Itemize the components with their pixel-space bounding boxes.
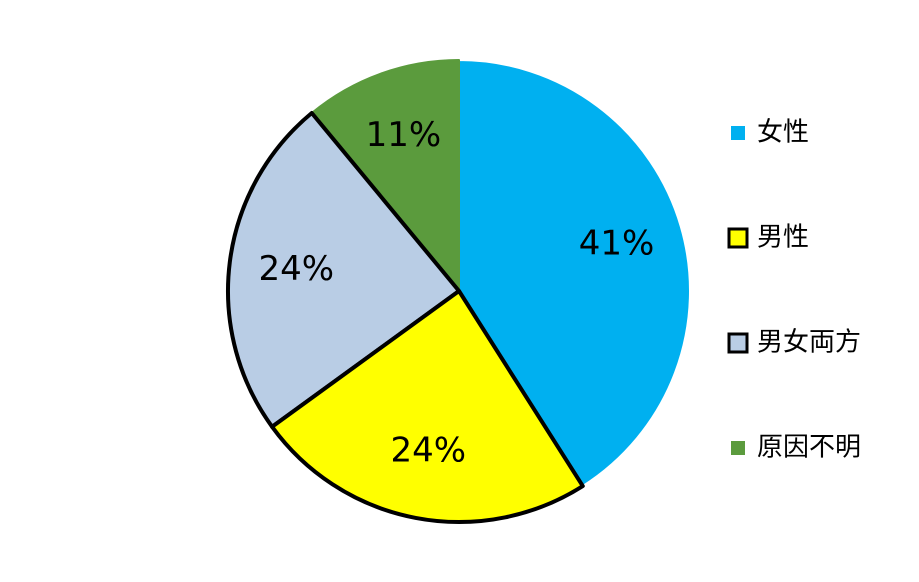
pie-slice bbox=[270, 289, 585, 524]
legend-label: 女性 bbox=[757, 118, 809, 148]
legend-marker bbox=[727, 227, 749, 249]
legend-marker bbox=[727, 332, 749, 354]
data-label: 41% bbox=[579, 224, 655, 264]
legend-label: 男性 bbox=[757, 223, 809, 253]
data-label: 24% bbox=[390, 431, 466, 471]
legend-marker bbox=[731, 126, 745, 140]
legend-label: 男女両方 bbox=[757, 328, 861, 358]
pie-slice bbox=[226, 111, 461, 429]
pie-slice bbox=[310, 59, 460, 292]
data-label: 24% bbox=[258, 249, 334, 289]
legend-marker bbox=[731, 441, 745, 455]
legend-label: 原因不明 bbox=[757, 433, 861, 463]
data-label: 11% bbox=[366, 115, 442, 155]
